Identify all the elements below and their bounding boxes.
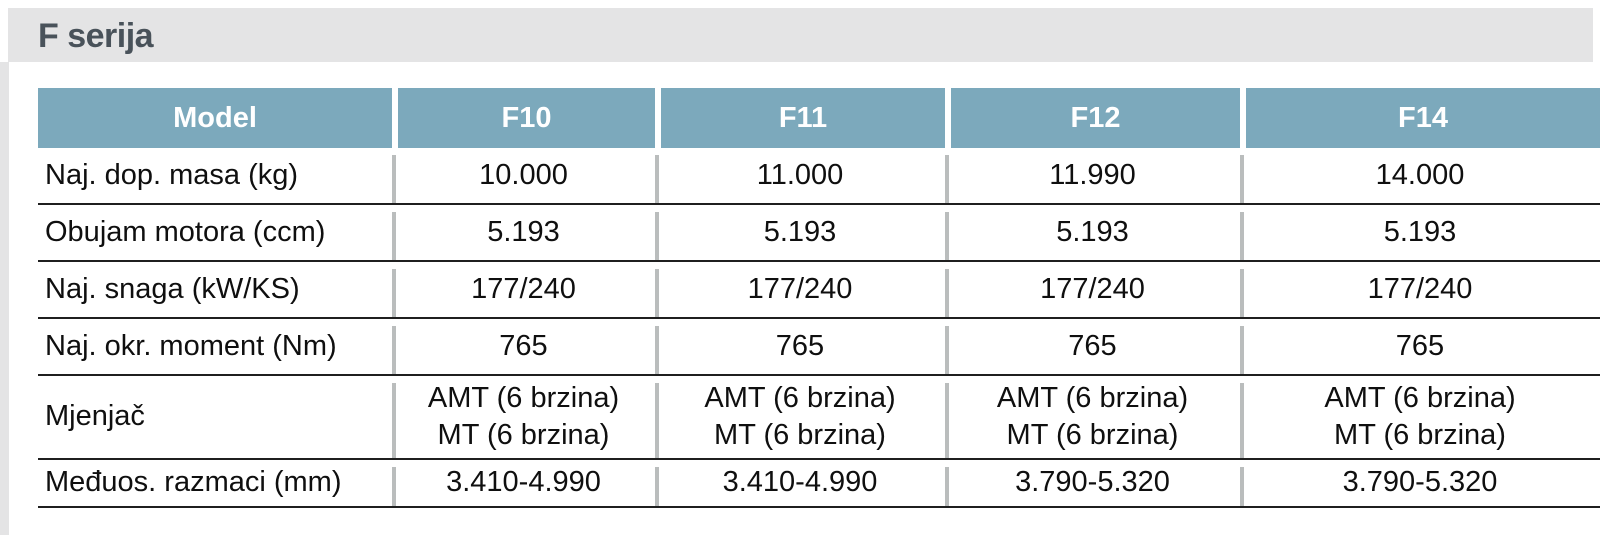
title-banner: F serija xyxy=(8,8,1593,62)
spec-table-body: Naj. dop. masa (kg) 10.000 11.000 11.990… xyxy=(38,148,1600,508)
table-cell: AMT (6 brzina) MT (6 brzina) xyxy=(1240,376,1600,460)
table-cell: 5.193 xyxy=(945,205,1240,262)
table-row: Naj. dop. masa (kg) 10.000 11.000 11.990… xyxy=(38,148,1600,205)
table-cell: 3.790-5.320 xyxy=(945,460,1240,508)
table-cell: 14.000 xyxy=(1240,148,1600,205)
table-cell: 177/240 xyxy=(655,262,945,319)
table-cell: 5.193 xyxy=(655,205,945,262)
table-cell: 5.193 xyxy=(1240,205,1600,262)
column-header-f11: F11 xyxy=(655,88,945,148)
table-row: Obujam motora (ccm) 5.193 5.193 5.193 5.… xyxy=(38,205,1600,262)
table-card: Model F10 F11 F12 F14 Naj. dop. masa (kg… xyxy=(10,65,1600,535)
row-label: Naj. snaga (kW/KS) xyxy=(38,262,392,319)
spec-table: Model F10 F11 F12 F14 Naj. dop. masa (kg… xyxy=(38,88,1600,508)
header-row: Model F10 F11 F12 F14 xyxy=(38,88,1600,148)
table-row: Naj. okr. moment (Nm) 765 765 765 765 xyxy=(38,319,1600,376)
table-row: Naj. snaga (kW/KS) 177/240 177/240 177/2… xyxy=(38,262,1600,319)
row-label: Obujam motora (ccm) xyxy=(38,205,392,262)
table-cell: 3.790-5.320 xyxy=(1240,460,1600,508)
table-cell: AMT (6 brzina) MT (6 brzina) xyxy=(945,376,1240,460)
table-cell: 177/240 xyxy=(392,262,655,319)
row-label: Naj. dop. masa (kg) xyxy=(38,148,392,205)
left-gutter-strip xyxy=(0,62,9,535)
table-cell: 765 xyxy=(1240,319,1600,376)
table-cell: 177/240 xyxy=(945,262,1240,319)
column-header-f12: F12 xyxy=(945,88,1240,148)
column-header-f10: F10 xyxy=(392,88,655,148)
table-cell: AMT (6 brzina) MT (6 brzina) xyxy=(655,376,945,460)
table-cell: 3.410-4.990 xyxy=(392,460,655,508)
table-cell: 765 xyxy=(945,319,1240,376)
row-label: Međuos. razmaci (mm) xyxy=(38,460,392,508)
table-cell: 765 xyxy=(392,319,655,376)
table-cell: 5.193 xyxy=(392,205,655,262)
table-cell: 3.410-4.990 xyxy=(655,460,945,508)
table-cell: 10.000 xyxy=(392,148,655,205)
row-label: Naj. okr. moment (Nm) xyxy=(38,319,392,376)
spec-table-header: Model F10 F11 F12 F14 xyxy=(38,88,1600,148)
column-header-model: Model xyxy=(38,88,392,148)
table-cell: 11.000 xyxy=(655,148,945,205)
page-title: F serija xyxy=(38,17,154,55)
table-cell: 765 xyxy=(655,319,945,376)
table-cell: 11.990 xyxy=(945,148,1240,205)
table-row: Međuos. razmaci (mm) 3.410-4.990 3.410-4… xyxy=(38,460,1600,508)
table-cell: AMT (6 brzina) MT (6 brzina) xyxy=(392,376,655,460)
column-header-f14: F14 xyxy=(1240,88,1600,148)
table-cell: 177/240 xyxy=(1240,262,1600,319)
table-row: Mjenjač AMT (6 brzina) MT (6 brzina) AMT… xyxy=(38,376,1600,460)
row-label: Mjenjač xyxy=(38,376,392,460)
